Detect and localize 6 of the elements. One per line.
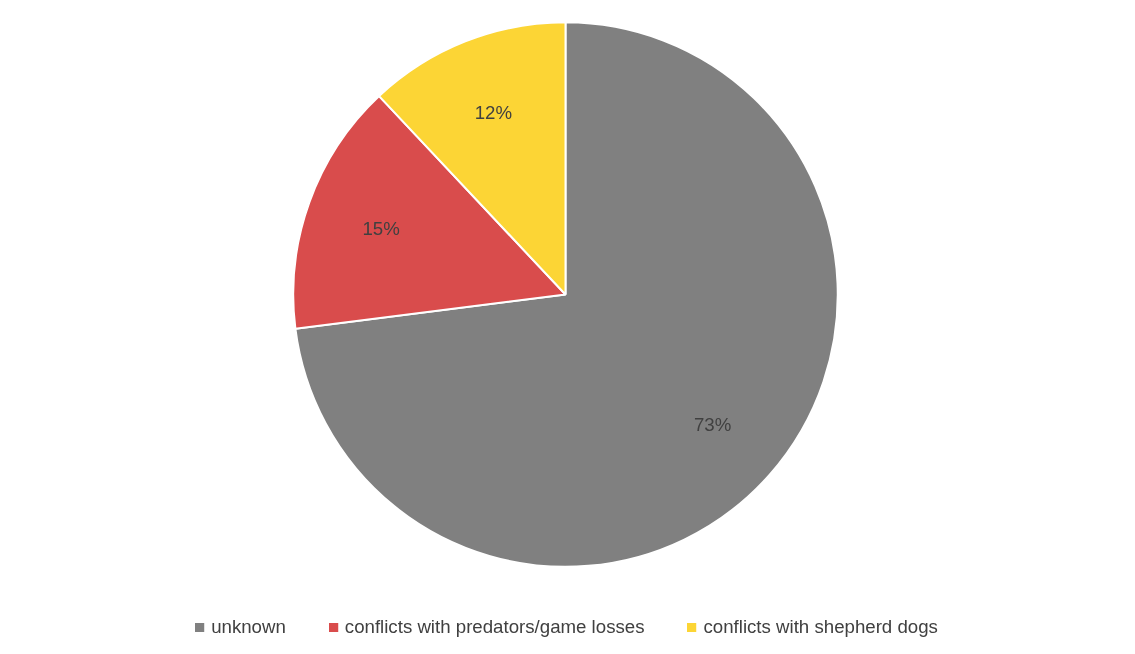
data-label: 12% [474,101,513,123]
data-label: 73% [693,413,732,435]
data-label: 15% [362,217,400,239]
legend-label: unknown [211,616,286,638]
legend-label: conflicts with predators/game losses [344,616,645,638]
legend-label: conflicts with shepherd dogs [703,616,938,638]
